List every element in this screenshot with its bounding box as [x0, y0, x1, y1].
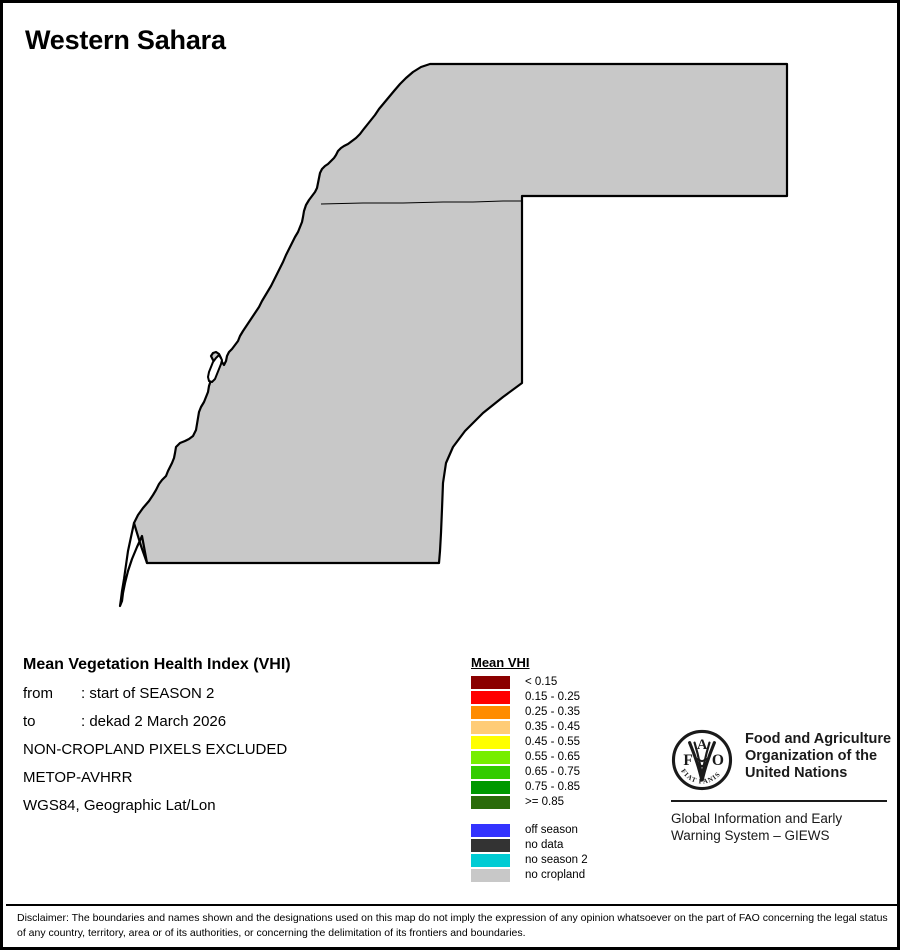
legend-item: 0.55 - 0.65	[471, 750, 661, 765]
legend-swatch-icon	[471, 824, 510, 837]
legend-swatch-icon	[471, 854, 510, 867]
legend-item: 0.45 - 0.55	[471, 735, 661, 750]
info-heading: Mean Vegetation Health Index (VHI)	[23, 656, 291, 673]
legend-item-label: >= 0.85	[525, 796, 565, 808]
legend-item-label: 0.55 - 0.65	[525, 751, 580, 763]
legend-item-label: off season	[525, 824, 578, 836]
legend-item-label: no cropland	[525, 869, 586, 881]
dakhla-bay-inlet	[207, 354, 223, 383]
legend-swatch-icon	[471, 691, 510, 704]
legend-swatch-icon	[471, 839, 510, 852]
fao-divider	[671, 800, 887, 802]
fao-organization-name: Food and Agriculture Organization of the…	[745, 729, 891, 782]
info-sensor: METOP-AVHRR	[23, 769, 133, 786]
legend-swatch-icon	[471, 869, 510, 882]
legend-item: no data	[471, 838, 661, 853]
info-row-from: from : start of SEASON 2	[23, 685, 453, 702]
southwest-coastal-tip	[118, 521, 149, 608]
svg-text:A: A	[697, 737, 708, 753]
info-to-label: to	[23, 713, 36, 730]
legend-item: no season 2	[471, 853, 661, 868]
giews-line-1: Global Information and Early	[671, 811, 843, 826]
info-from-value: : start of SEASON 2	[81, 685, 215, 702]
legend-item-label: 0.75 - 0.85	[525, 781, 580, 793]
disclaimer-text: Disclaimer: The boundaries and names sho…	[17, 912, 888, 939]
legend-item: 0.65 - 0.75	[471, 765, 661, 780]
svg-text:F: F	[683, 752, 692, 769]
map-legend: Mean VHI < 0.15 0.15 - 0.25 0.25 - 0.35 …	[471, 654, 661, 883]
legend-item: < 0.15	[471, 675, 661, 690]
fao-branding: F A O FIAT PANIS Food and Agriculture Or…	[671, 729, 893, 844]
legend-item-label: 0.65 - 0.75	[525, 766, 580, 778]
info-from-label: from	[23, 685, 53, 702]
legend-item-label: no data	[525, 839, 564, 851]
legend-item: >= 0.85	[471, 795, 661, 810]
info-projection: WGS84, Geographic Lat/Lon	[23, 797, 216, 814]
legend-spacer	[471, 810, 661, 823]
legend-swatch-icon	[471, 736, 510, 749]
info-cropland-note: NON-CROPLAND PIXELS EXCLUDED	[23, 741, 288, 758]
western-sahara-polygon	[132, 62, 789, 565]
legend-item-label: < 0.15	[525, 676, 558, 688]
info-row-to: to : dekad 2 March 2026	[23, 713, 453, 730]
legend-item: 0.75 - 0.85	[471, 780, 661, 795]
info-to-value: : dekad 2 March 2026	[81, 713, 227, 730]
legend-item: 0.35 - 0.45	[471, 720, 661, 735]
legend-swatch-icon	[471, 676, 510, 689]
legend-item-label: 0.45 - 0.55	[525, 736, 580, 748]
legend-item-label: 0.15 - 0.25	[525, 691, 580, 703]
legend-swatch-icon	[471, 706, 510, 719]
legend-item-label: 0.25 - 0.35	[525, 706, 580, 718]
giews-system-name: Global Information and Early Warning Sys…	[671, 810, 893, 844]
fao-org-line-1: Food and Agriculture	[745, 731, 892, 747]
map-info-block: Mean Vegetation Health Index (VHI) from …	[23, 656, 453, 825]
legend-item-label: 0.35 - 0.45	[525, 721, 580, 733]
fao-org-line-2: Organization of the	[745, 748, 878, 764]
fao-org-line-3: United Nations	[745, 765, 848, 781]
map-canvas	[118, 62, 789, 608]
legend-item: off season	[471, 823, 661, 838]
legend-item: 0.25 - 0.35	[471, 705, 661, 720]
legend-swatch-icon	[471, 796, 510, 809]
legend-item: no cropland	[471, 868, 661, 883]
legend-item-label: no season 2	[525, 854, 588, 866]
svg-text:O: O	[712, 752, 724, 769]
legend-title: Mean VHI	[471, 655, 530, 670]
internal-admin-boundary	[320, 200, 522, 205]
page-title: Western Sahara	[25, 25, 226, 55]
legend-swatch-icon	[471, 721, 510, 734]
fao-header: F A O FIAT PANIS Food and Agriculture Or…	[671, 729, 893, 791]
giews-line-2: Warning System – GIEWS	[671, 828, 830, 843]
legend-swatch-icon	[471, 781, 510, 794]
legend-swatch-icon	[471, 766, 510, 779]
legend-swatch-icon	[471, 751, 510, 764]
disclaimer-divider	[6, 904, 897, 906]
legend-item: 0.15 - 0.25	[471, 690, 661, 705]
fao-logo-icon: F A O FIAT PANIS	[671, 729, 733, 791]
